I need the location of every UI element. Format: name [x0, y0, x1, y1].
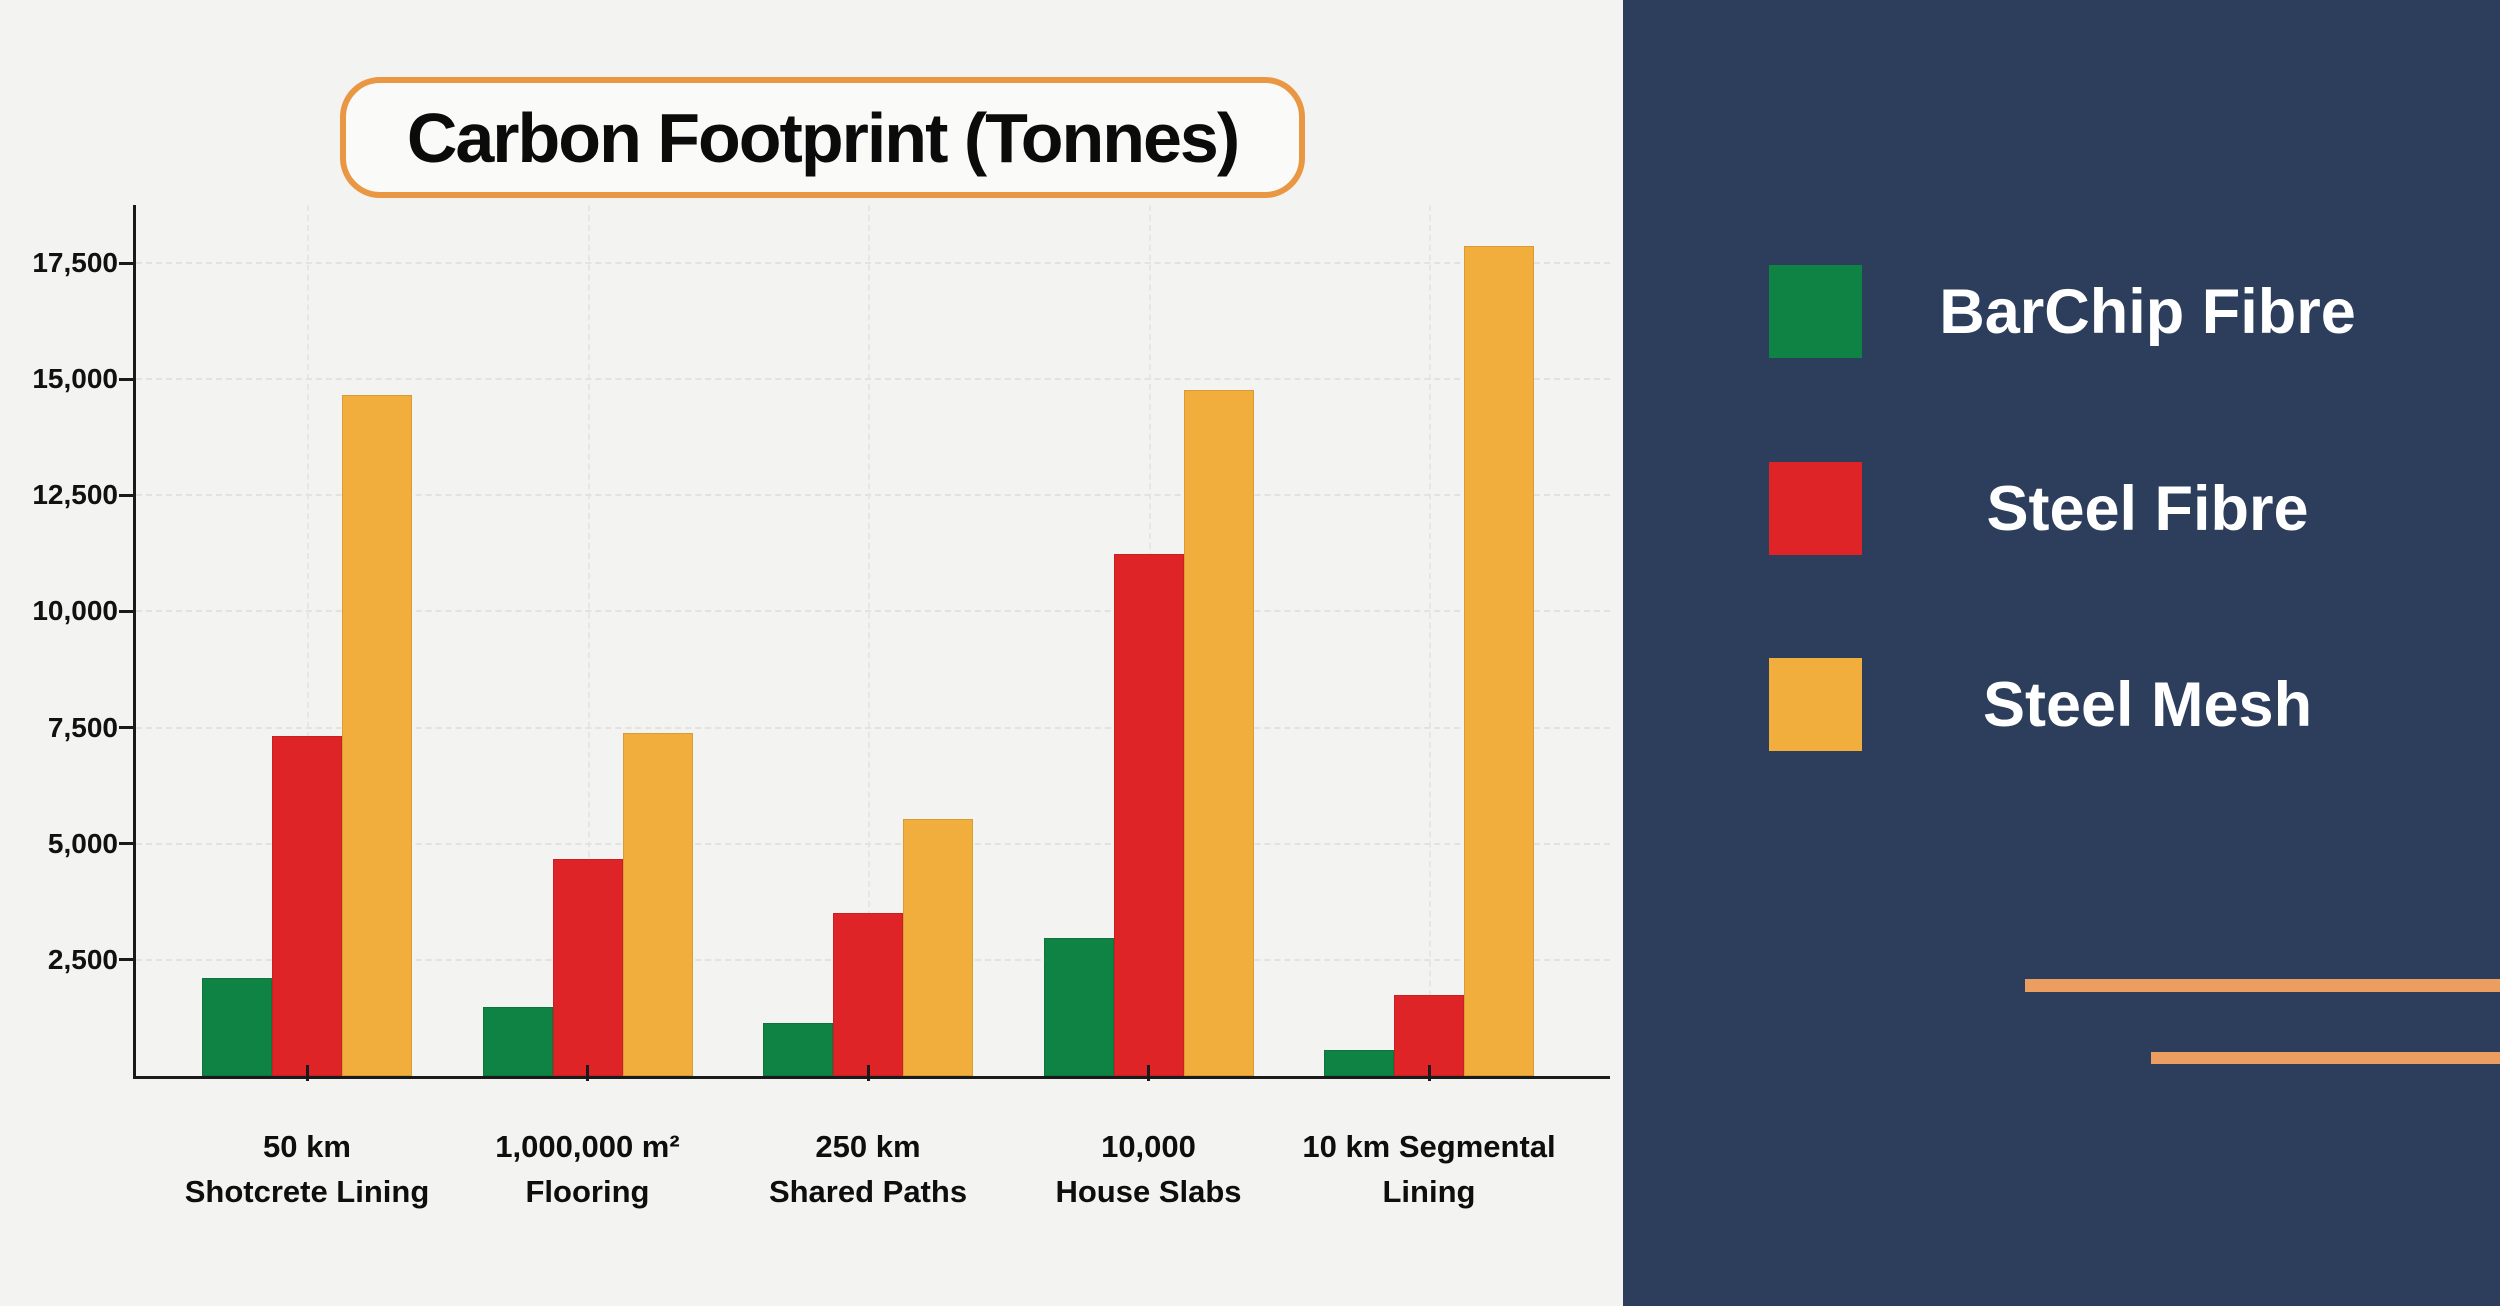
bar-barchip-fibre-50-km [202, 978, 272, 1076]
accent-line-bottom [2151, 1052, 2500, 1064]
bar-steel-fibre-1-000-000-m [552, 858, 623, 1076]
gridline-12-500 [136, 494, 1610, 497]
y-axis-tick-12-500 [119, 493, 135, 497]
bar-steel-mesh-250-km [903, 819, 973, 1076]
gridline-5-000 [136, 842, 1610, 845]
gridline-10-000 [136, 610, 1610, 613]
legend-label-steel-mesh: Steel Mesh [1982, 669, 2313, 740]
bar-steel-mesh-1-000-000-m [622, 733, 693, 1076]
legend-item-barchip-fibre: BarChip Fibre [1623, 265, 2500, 358]
bar-barchip-fibre-10-000 [1043, 938, 1114, 1076]
bar-steel-fibre-50-km [272, 735, 342, 1076]
x-axis-tick-10-km-segmental [1427, 1065, 1431, 1081]
y-tick-label-7-500: 7,500 [47, 711, 118, 743]
bar-steel-fibre-10-000 [1113, 553, 1184, 1076]
gridline-vertical-3 [868, 205, 870, 1076]
bar-steel-mesh-10-km-segmental [1464, 246, 1534, 1076]
gridline-15-000 [136, 378, 1610, 381]
bar-chart-plot: 2,500 5,000 7,500 10,000 12,500 15,000 17,500 5… [32, 205, 1610, 1209]
gridline-vertical-1 [307, 205, 309, 1076]
gridline-7-500 [136, 726, 1610, 729]
legend-swatch-barchip-fibre [1769, 265, 1862, 358]
y-tick-label-2-500: 2,500 [47, 943, 118, 975]
legend-item-steel-mesh: Steel Mesh [1623, 658, 2500, 751]
gridline-vertical-5 [1429, 205, 1431, 1076]
category-label-50-km: 50 km Shotcrete Lining [184, 1129, 430, 1209]
category-label-1-000-000-m: 1,000,000 m² Flooring [495, 1129, 680, 1209]
gridline-17-500 [136, 262, 1610, 265]
y-tick-label-12-500: 12,500 [32, 479, 118, 511]
y-axis-line [133, 205, 136, 1079]
x-axis-tick-250-km [866, 1065, 870, 1081]
y-tick-label-5-000: 5,000 [47, 827, 118, 859]
accent-line-top [2025, 979, 2500, 992]
y-axis-tick-17-500 [119, 261, 135, 265]
x-axis-line [133, 1076, 1610, 1079]
category-label-10-km-segmental: 10 km Segmental Lining [1302, 1129, 1556, 1209]
bar-steel-mesh-10-000 [1183, 389, 1254, 1076]
y-axis-tick-15-000 [119, 377, 135, 381]
bar-steel-mesh-50-km [342, 395, 412, 1076]
bar-barchip-fibre-250-km [763, 1022, 833, 1076]
y-axis-tick-10-000 [119, 609, 135, 613]
x-axis-tick-10-000 [1147, 1065, 1150, 1081]
y-axis-tick-5-000 [119, 842, 135, 846]
legend-label-barchip-fibre: BarChip Fibre [1939, 276, 2356, 347]
gridline-vertical-2 [587, 205, 590, 1076]
chart-title: Carbon Footprint (Tonnes) [406, 98, 1240, 177]
legend-swatch-steel-fibre [1769, 462, 1862, 555]
y-tick-label-17-500: 17,500 [32, 247, 118, 279]
legend-item-steel-fibre: Steel Fibre [1623, 462, 2500, 555]
y-tick-label-10-000: 10,000 [32, 595, 118, 627]
y-tick-label-15-000: 15,000 [32, 363, 118, 395]
category-label-250-km: 250 km Shared Paths [768, 1129, 968, 1209]
bar-steel-fibre-10-km-segmental [1394, 994, 1464, 1076]
x-axis-tick-50-km [305, 1065, 309, 1081]
bar-barchip-fibre-10-km-segmental [1324, 1049, 1394, 1076]
y-axis-tick-7-500 [119, 726, 135, 730]
y-axis-tick-2-500 [119, 958, 135, 962]
category-label-10-000: 10,000 House Slabs [1055, 1129, 1242, 1209]
legend-label-steel-fibre: Steel Fibre [1986, 473, 2309, 544]
chart-section: Carbon Footprint (Tonnes) 2,500 5,000 7,50… [32, 77, 1610, 1209]
bar-barchip-fibre-1-000-000-m [482, 1007, 553, 1076]
x-axis-tick-1-000-000-m [586, 1065, 589, 1081]
legend-swatch-steel-mesh [1769, 658, 1862, 751]
chart-title-box: Carbon Footprint (Tonnes) [340, 77, 1305, 198]
bar-steel-fibre-250-km [833, 913, 903, 1076]
legend-panel: BarChip Fibre Steel Fibre Steel Mesh [1623, 0, 2500, 1306]
